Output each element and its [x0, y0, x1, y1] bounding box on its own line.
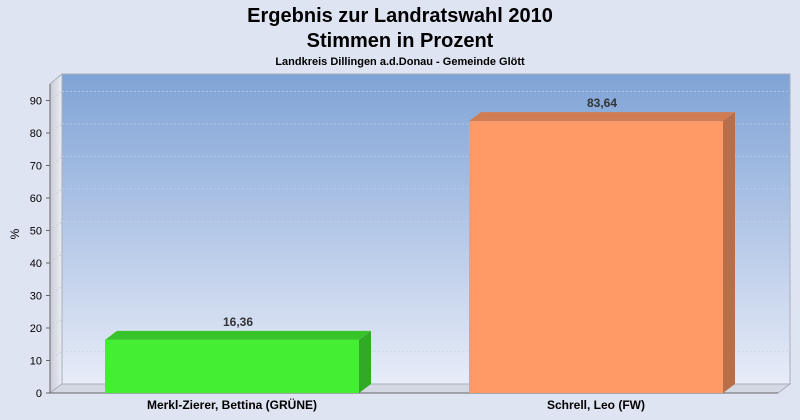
y-tick-label-40: 40 [30, 258, 42, 270]
y-tick-label-50: 50 [30, 226, 42, 238]
y-tick-label-30: 30 [30, 291, 42, 303]
bars: 16,36 83,64 [105, 96, 735, 394]
y-tick-label-80: 80 [30, 128, 42, 140]
category-label-1: Merkl-Zierer, Bettina (GRÜNE) [147, 397, 317, 412]
bar-2-front [469, 121, 723, 394]
grid-line-50 [49, 221, 63, 231]
chart-title: Ergebnis zur Landratswahl 2010 [247, 5, 553, 27]
data-label-2: 83,64 [587, 96, 617, 110]
chart-subtitle: Landkreis Dillingen a.d.Donau - Gemeinde… [275, 56, 525, 68]
data-label-1: 16,36 [223, 315, 253, 329]
bar-2-side [723, 112, 735, 394]
grid-line-70 [49, 156, 63, 166]
y-axis-label: % [8, 228, 22, 239]
bar-1-side [359, 330, 371, 393]
bar-1-front [105, 339, 359, 393]
grid-line-30 [49, 286, 63, 296]
y-tick-label-60: 60 [30, 193, 42, 205]
grid-line-90 [49, 91, 63, 101]
y-tick-label-20: 20 [30, 323, 42, 335]
y-tick-label-10: 10 [30, 356, 42, 368]
category-label-2: Schrell, Leo (FW) [547, 398, 645, 412]
bar-1: 16,36 [105, 315, 371, 393]
y-tick-label-0: 0 [36, 388, 42, 400]
grid-line-80 [49, 123, 63, 134]
grid-line-20 [49, 318, 63, 329]
bar-2: 83,64 [469, 96, 735, 394]
y-tick-label-90: 90 [30, 96, 42, 108]
grid-line-10 [49, 351, 63, 361]
bar-1-top [105, 330, 371, 340]
grid-line-60 [49, 188, 63, 199]
chart-title-2: Stimmen in Prozent [307, 30, 494, 52]
y-tick-label-70: 70 [30, 161, 42, 173]
category-labels: Merkl-Zierer, Bettina (GRÜNE) Schrell, Le… [147, 397, 645, 412]
plot-side-wall [49, 72, 63, 394]
grid-line-40 [49, 253, 63, 264]
bar-2-top [469, 112, 735, 122]
